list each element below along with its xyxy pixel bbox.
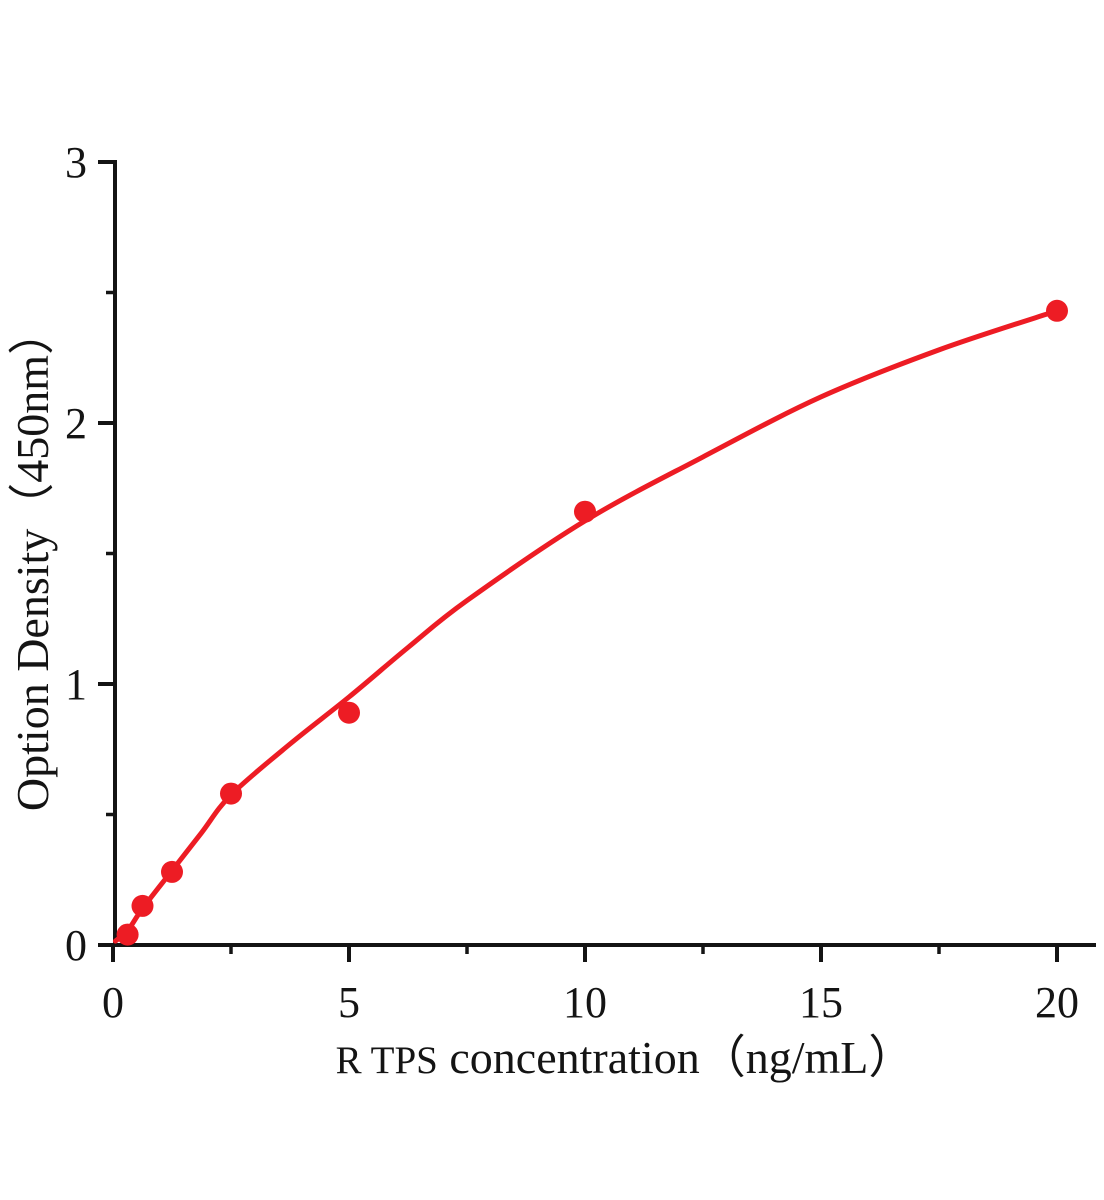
- data-point-marker: [116, 923, 139, 946]
- axes: [98, 160, 1096, 962]
- data-point-marker: [161, 860, 183, 883]
- y-tick-label: 3: [65, 138, 87, 187]
- x-axis-label: R TPS concentration（ng/mL）: [336, 1032, 915, 1083]
- tick-labels: 0 5 10 15 20 0 1 2 3: [65, 138, 1079, 1027]
- data-point-marker: [131, 894, 154, 917]
- y-tick-label: 1: [65, 660, 87, 709]
- x-tick-label: 5: [338, 978, 360, 1027]
- data-point-marker: [1046, 299, 1068, 322]
- fit-curve: [112, 308, 1060, 944]
- data-point-marker: [574, 500, 596, 523]
- y-tick-label: 0: [65, 921, 87, 970]
- x-tick-label: 0: [102, 978, 124, 1027]
- x-tick-label: 20: [1035, 978, 1079, 1027]
- x-tick-label: 10: [563, 978, 607, 1027]
- x-tick-label: 15: [799, 978, 843, 1027]
- fit-curve-path: [112, 308, 1060, 944]
- y-axis-label: Option Density（450nm）: [7, 309, 58, 811]
- y-tick-label: 2: [65, 399, 87, 448]
- data-points: [116, 299, 1068, 946]
- x-axis-label-prefix: R TPS: [336, 1039, 438, 1082]
- x-axis-label-rest: concentration（ng/mL）: [438, 1032, 915, 1083]
- data-point-marker: [338, 701, 360, 724]
- data-point-marker: [220, 782, 242, 805]
